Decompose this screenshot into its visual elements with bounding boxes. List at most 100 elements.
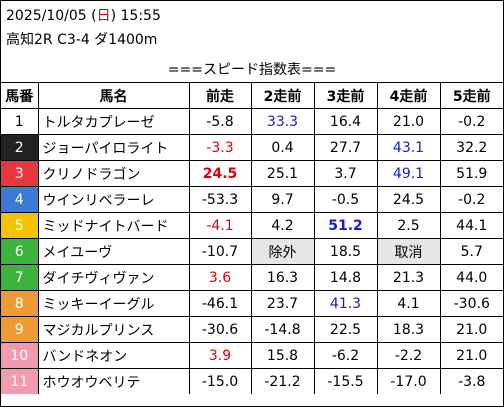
col-header-2-ago: 2走前 bbox=[250, 82, 314, 109]
speed-index-cell: 41.3 bbox=[313, 290, 377, 317]
col-header-number: 馬番 bbox=[1, 82, 38, 109]
horse-name: ミッドナイトバード bbox=[37, 212, 189, 239]
table-row: 10 バンドネオン 3.9 15.8 -6.2 -2.2 21.0 bbox=[1, 342, 503, 369]
header-row: 馬番 馬名 前走 2走前 3走前 4走前 5走前 bbox=[1, 82, 503, 109]
horse-number: 10 bbox=[1, 342, 38, 369]
horse-name: ホウオウベリテ bbox=[37, 368, 189, 394]
speed-index-cell: 23.7 bbox=[250, 290, 314, 317]
horse-number: 7 bbox=[1, 264, 38, 291]
speed-index-cell: 除外 bbox=[250, 238, 314, 265]
speed-index-cell: -0.5 bbox=[313, 186, 377, 213]
speed-index-cell: 49.1 bbox=[376, 160, 440, 187]
speed-index-cell: 32.2 bbox=[439, 134, 503, 161]
horse-name: ダイチヴィヴァン bbox=[37, 264, 189, 291]
speed-index-cell: 14.8 bbox=[313, 264, 377, 291]
horse-name: ウインリベラーレ bbox=[37, 186, 189, 213]
speed-index-cell: -5.8 bbox=[188, 108, 251, 135]
speed-index-cell: 27.7 bbox=[313, 134, 377, 161]
speed-index-cell: 44.1 bbox=[439, 212, 503, 239]
horse-number: 3 bbox=[1, 160, 38, 187]
speed-index-cell: 18.3 bbox=[376, 316, 440, 343]
table-row: 1 トルタカプレーゼ -5.8 33.3 16.4 21.0 -0.2 bbox=[1, 108, 503, 135]
table-row: 2 ジョーパイロライト -3.3 0.4 27.7 43.1 32.2 bbox=[1, 134, 503, 161]
speed-index-cell: -2.2 bbox=[376, 342, 440, 369]
speed-index-cell: 4.2 bbox=[250, 212, 314, 239]
speed-index-cell: -21.2 bbox=[250, 368, 314, 394]
speed-index-cell: 4.1 bbox=[376, 290, 440, 317]
speed-index-cell: -15.5 bbox=[313, 368, 377, 394]
speed-index-cell: -30.6 bbox=[439, 290, 503, 317]
speed-index-cell: -3.8 bbox=[439, 368, 503, 394]
speed-index-cell: 51.9 bbox=[439, 160, 503, 187]
speed-index-cell: 16.4 bbox=[313, 108, 377, 135]
horse-name: バンドネオン bbox=[37, 342, 189, 369]
horse-number: 8 bbox=[1, 290, 38, 317]
horse-name: マジカルプリンス bbox=[37, 316, 189, 343]
speed-index-cell: 3.9 bbox=[188, 342, 251, 369]
speed-index-cell: 24.5 bbox=[188, 160, 251, 187]
table-row: 8 ミッキーイーグル -46.1 23.7 41.3 4.1 -30.6 bbox=[1, 290, 503, 317]
speed-index-cell: 51.2 bbox=[313, 212, 377, 239]
speed-index-cell: 3.6 bbox=[188, 264, 251, 291]
speed-index-cell: 5.7 bbox=[439, 238, 503, 265]
table-row: 6 メイユーヴ -10.7 除外 18.5 取消 5.7 bbox=[1, 238, 503, 265]
table-row: 7 ダイチヴィヴァン 3.6 16.3 14.8 21.3 44.0 bbox=[1, 264, 503, 291]
speed-index-cell: 0.4 bbox=[250, 134, 314, 161]
table-title: ===スピード指数表=== bbox=[167, 62, 337, 78]
speed-index-cell: -10.7 bbox=[188, 238, 251, 265]
race-info: 高知2R C3-4 ダ1400m bbox=[6, 32, 158, 48]
speed-index-cell: 25.1 bbox=[250, 160, 314, 187]
speed-index-cell: 21.3 bbox=[376, 264, 440, 291]
time-text: ) 15:55 bbox=[110, 8, 161, 24]
table-row: 3 クリノドラゴン 24.5 25.1 3.7 49.1 51.9 bbox=[1, 160, 503, 187]
col-header-5-ago: 5走前 bbox=[439, 82, 503, 109]
table-row: 9 マジカルプリンス -30.6 -14.8 22.5 18.3 21.0 bbox=[1, 316, 503, 343]
speed-index-cell: -0.2 bbox=[439, 186, 503, 213]
speed-index-cell: -14.8 bbox=[250, 316, 314, 343]
speed-index-cell: 21.0 bbox=[439, 316, 503, 343]
speed-index-cell: 3.7 bbox=[313, 160, 377, 187]
speed-index-cell: 2.5 bbox=[376, 212, 440, 239]
speed-index-cell: 22.5 bbox=[313, 316, 377, 343]
horse-number: 9 bbox=[1, 316, 38, 343]
speed-index-cell: 24.5 bbox=[376, 186, 440, 213]
col-header-name: 馬名 bbox=[37, 82, 189, 109]
horse-name: ミッキーイーグル bbox=[37, 290, 189, 317]
table-row: 5 ミッドナイトバード -4.1 4.2 51.2 2.5 44.1 bbox=[1, 212, 503, 239]
speed-index-cell: -30.6 bbox=[188, 316, 251, 343]
speed-index-cell: -4.1 bbox=[188, 212, 251, 239]
horse-number: 11 bbox=[1, 368, 38, 394]
speed-index-cell: 15.8 bbox=[250, 342, 314, 369]
speed-index-cell: -0.2 bbox=[439, 108, 503, 135]
col-header-4-ago: 4走前 bbox=[376, 82, 440, 109]
speed-index-cell: -53.3 bbox=[188, 186, 251, 213]
horse-number: 4 bbox=[1, 186, 38, 213]
horse-name: クリノドラゴン bbox=[37, 160, 189, 187]
speed-index-cell: 44.0 bbox=[439, 264, 503, 291]
speed-index-cell: -46.1 bbox=[188, 290, 251, 317]
horse-name: トルタカプレーゼ bbox=[37, 108, 189, 135]
horse-number: 5 bbox=[1, 212, 38, 239]
speed-index-cell: 21.0 bbox=[439, 342, 503, 369]
speed-index-cell: 9.7 bbox=[250, 186, 314, 213]
col-header-last: 前走 bbox=[188, 82, 251, 109]
horse-number: 1 bbox=[1, 108, 38, 135]
speed-index-table: 馬番 馬名 前走 2走前 3走前 4走前 5走前 1 トルタカプレーゼ -5.8 33… bbox=[1, 82, 503, 394]
weekday-text: 日 bbox=[96, 8, 111, 24]
table-row: 11 ホウオウベリテ -15.0 -21.2 -15.5 -17.0 -3.8 bbox=[1, 368, 503, 394]
horse-number: 2 bbox=[1, 134, 38, 161]
speed-index-cell: 16.3 bbox=[250, 264, 314, 291]
speed-index-cell: 21.0 bbox=[376, 108, 440, 135]
horse-name: ジョーパイロライト bbox=[37, 134, 189, 161]
date-text: 2025/10/05 ( bbox=[6, 8, 97, 24]
speed-index-cell: -17.0 bbox=[376, 368, 440, 394]
horse-name: メイユーヴ bbox=[37, 238, 189, 265]
speed-index-cell: 取消 bbox=[376, 238, 440, 265]
speed-index-cell: 43.1 bbox=[376, 134, 440, 161]
speed-index-cell: 33.3 bbox=[250, 108, 314, 135]
col-header-3-ago: 3走前 bbox=[313, 82, 377, 109]
speed-index-cell: -6.2 bbox=[313, 342, 377, 369]
speed-index-cell: -3.3 bbox=[188, 134, 251, 161]
speed-index-cell: 18.5 bbox=[313, 238, 377, 265]
